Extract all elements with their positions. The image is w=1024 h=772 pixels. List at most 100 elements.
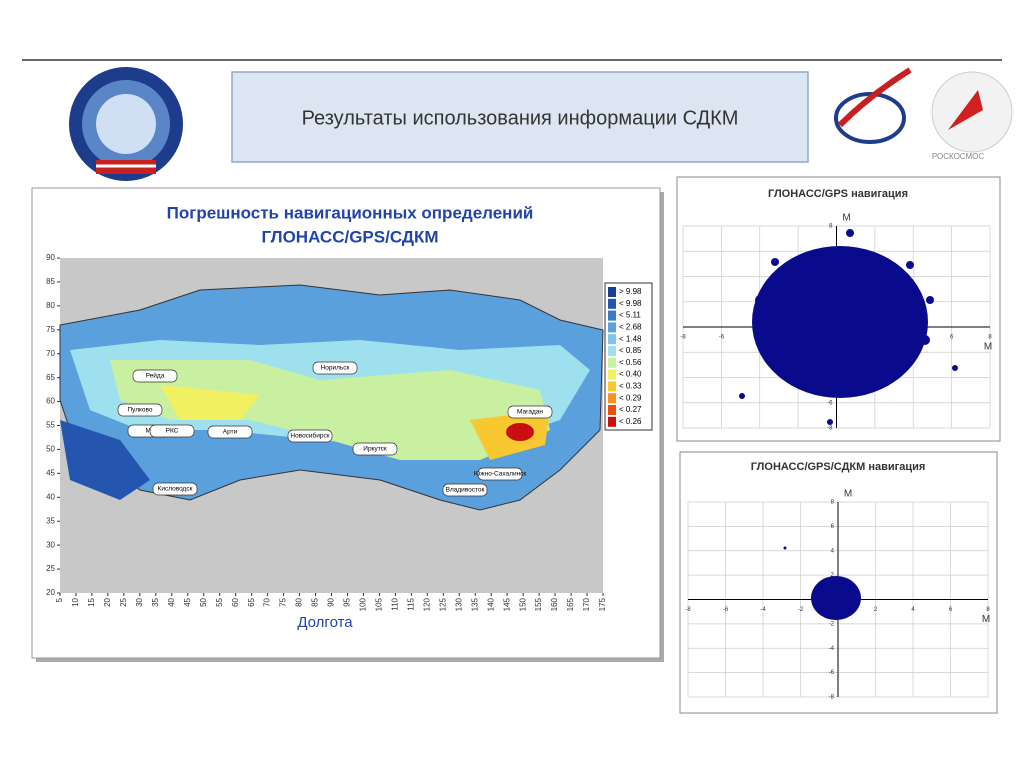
- legend-label: < 0.29: [619, 393, 642, 402]
- map-y-tick-label: 30: [46, 540, 55, 549]
- map-x-tick-label: 155: [534, 597, 543, 611]
- city-label: Южно-Сахалинск: [474, 471, 527, 478]
- map-x-tick-label: 125: [438, 597, 447, 611]
- city-box: [312, 361, 358, 375]
- map-y-tick-label: 60: [46, 397, 55, 406]
- map-y-tick-label: 90: [46, 253, 55, 262]
- city-label: Владивосток: [446, 487, 485, 494]
- map-y-tick-label: 85: [46, 277, 55, 286]
- map-x-tick-label: 10: [71, 597, 80, 606]
- map-y-tick-label: 25: [46, 564, 55, 573]
- slide-title: Результаты использования информации СДКМ: [302, 107, 739, 129]
- legend-swatch: [608, 357, 616, 368]
- x-tick-label: 8: [986, 607, 990, 613]
- city-label: Новосибирск: [290, 432, 329, 440]
- map-x-tick-label: 135: [470, 597, 479, 611]
- x-axis-label: М: [982, 614, 990, 625]
- city-label: РКС: [166, 428, 179, 435]
- legend-swatch: [608, 381, 616, 392]
- x-axis-label: М: [984, 342, 992, 353]
- legend-label: < 0.40: [619, 370, 642, 379]
- map-y-tick-label: 65: [46, 373, 55, 382]
- map-x-tick-label: 120: [422, 597, 431, 611]
- map-x-tick-label: 45: [183, 597, 192, 606]
- city-box: [207, 425, 253, 439]
- legend-label: < 0.27: [619, 405, 642, 414]
- city-box: [477, 467, 523, 481]
- map-y-tick-label: 40: [46, 492, 55, 501]
- city-box: [117, 403, 163, 417]
- y-tick-label: -6: [827, 400, 833, 406]
- legend-label: < 0.85: [619, 346, 642, 355]
- map-x-tick-label: 35: [151, 597, 160, 606]
- error-cloud: [783, 546, 861, 620]
- scatter-title: ГЛОНАСС/GPS навигация: [768, 188, 908, 200]
- map-y-tick-label: 70: [46, 349, 55, 358]
- scatter-title: ГЛОНАСС/GPS/СДКМ навигация: [751, 461, 926, 473]
- map-x-tick-label: 50: [199, 597, 208, 606]
- city-label: Норильск: [321, 365, 350, 372]
- x-tick-label: 2: [874, 607, 878, 613]
- city-label: Арти: [223, 429, 238, 436]
- map-x-tick-label: 30: [135, 597, 144, 606]
- legend-label: < 0.33: [619, 382, 642, 391]
- legend-swatch: [608, 416, 616, 427]
- map-x-tick-label: 40: [167, 597, 176, 606]
- city-box: [287, 429, 333, 443]
- city-box: [132, 369, 178, 383]
- y-tick-label: 6: [831, 524, 835, 530]
- map-x-tick-label: 90: [327, 597, 336, 606]
- legend-swatch: [608, 322, 616, 333]
- map-x-tick-label: 70: [263, 597, 272, 606]
- map-x-tick-label: 80: [295, 597, 304, 606]
- legend-label: > 9.98: [619, 287, 642, 296]
- map-x-tick-label: 5: [55, 597, 64, 602]
- legend-label: < 0.26: [619, 417, 642, 426]
- map-x-label: Долгота: [297, 614, 353, 631]
- city-box: [149, 424, 195, 438]
- x-tick-label: 4: [911, 607, 915, 613]
- y-axis-label: М: [842, 213, 850, 224]
- legend-swatch: [608, 334, 616, 345]
- legend-label: < 2.68: [619, 323, 642, 332]
- legend-swatch: [608, 298, 616, 309]
- y-tick-label: 4: [831, 548, 835, 554]
- x-tick-label: 6: [950, 335, 954, 341]
- map-x-tick-label: 75: [279, 597, 288, 606]
- y-tick-label: 8: [831, 500, 835, 506]
- y-axis-label: М: [844, 489, 852, 500]
- city-box: [507, 405, 553, 419]
- roscosmos-logos: [834, 67, 1013, 153]
- x-tick-label: 8: [988, 335, 992, 341]
- map-y-tick-label: 35: [46, 516, 55, 525]
- map-x-tick-label: 20: [103, 597, 112, 606]
- city-label: Пулково: [127, 407, 152, 414]
- city-box: [442, 483, 488, 497]
- y-tick-label: -4: [829, 646, 835, 652]
- legend-swatch: [608, 405, 616, 415]
- map-x-tick-label: 85: [311, 597, 320, 606]
- legend-swatch: [608, 369, 616, 380]
- map-x-tick-label: 140: [486, 597, 495, 611]
- map-title: Погрешность навигационных определений: [167, 203, 534, 222]
- map-x-tick-label: 55: [215, 597, 224, 606]
- y-tick-label: 2: [831, 573, 835, 579]
- legend-swatch: [608, 346, 616, 356]
- map-y-tick-label: 45: [46, 468, 55, 477]
- agency-name: РОСКОСМОС: [932, 152, 985, 161]
- map-y-tick-label: 75: [46, 325, 55, 334]
- y-tick-label: 8: [829, 224, 833, 230]
- legend-label: < 0.56: [619, 358, 642, 367]
- x-tick-label: -8: [680, 335, 686, 341]
- city-label: Кисловодск: [158, 486, 193, 493]
- legend-swatch: [608, 393, 616, 404]
- x-tick-label: -6: [719, 335, 725, 341]
- legend-swatch: [608, 310, 616, 321]
- map-x-tick-label: 150: [518, 597, 527, 611]
- city-box: [152, 482, 198, 496]
- map-x-tick-label: 175: [598, 597, 607, 611]
- y-tick-label: -2: [829, 621, 835, 627]
- map-x-tick-label: 110: [390, 597, 399, 610]
